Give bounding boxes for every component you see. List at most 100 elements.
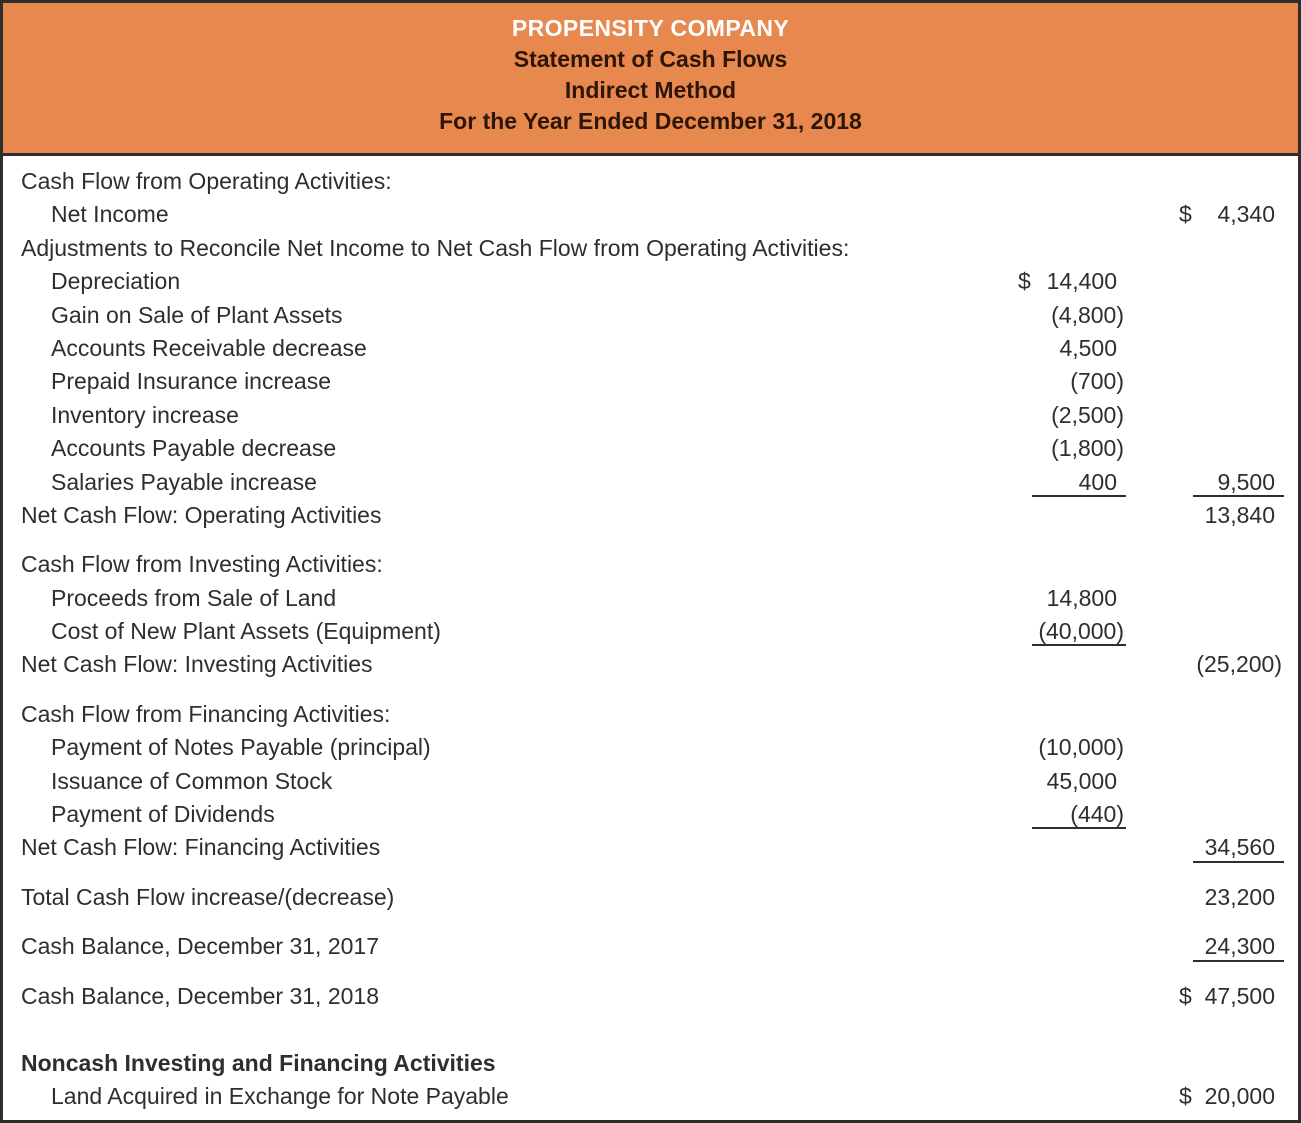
- amount-value: (10,000): [1038, 734, 1124, 761]
- row-label: Noncash Investing and Financing Activiti…: [21, 1049, 496, 1076]
- row-label: Payment of Notes Payable (principal): [51, 734, 431, 761]
- amount-value: 45,000: [1046, 767, 1117, 794]
- statement-title: Statement of Cash Flows: [513, 46, 788, 72]
- row-label: Adjustments to Reconcile Net Income to N…: [21, 234, 850, 261]
- dollar-sign: $: [1179, 1083, 1192, 1110]
- amount-col1: [1017, 198, 1127, 231]
- amount-value: 9,500: [1217, 468, 1275, 495]
- table-row: Net Cash Flow: Financing Activities 34,56…: [3, 831, 1298, 864]
- table-row: Payment of Notes Payable (principal) (10,…: [3, 731, 1298, 764]
- amount-col1: [1017, 698, 1127, 731]
- table-row: Land Acquired in Exchange for Note Payab…: [3, 1080, 1298, 1113]
- amount-col1: [1017, 499, 1127, 532]
- row-label: Gain on Sale of Plant Assets: [51, 301, 343, 328]
- section-balance-2018: Cash Balance, December 31, 2018 $47,500: [3, 980, 1298, 1013]
- amount-col2: [1178, 332, 1285, 365]
- amount-col2: [1178, 165, 1285, 198]
- amount-col1: [1017, 648, 1127, 681]
- amount-col1: [1017, 930, 1127, 963]
- amount-value: (40,000): [1038, 618, 1124, 645]
- amount-col1: [1017, 1047, 1127, 1080]
- amount-col1: [1017, 165, 1127, 198]
- section-balance-2017: Cash Balance, December 31, 2017 24,300: [3, 930, 1298, 963]
- dollar-sign: $: [1179, 201, 1192, 228]
- table-row: Salaries Payable increase 400 9,500: [3, 466, 1298, 499]
- amount-col1: [1017, 1080, 1127, 1113]
- amount-col1: (40,000): [1017, 615, 1127, 648]
- table-row: Noncash Investing and Financing Activiti…: [3, 1047, 1298, 1080]
- amount-value: 47,500: [1204, 982, 1275, 1009]
- amount-col2: [1178, 615, 1285, 648]
- statement-period: For the Year Ended December 31, 2018: [439, 108, 862, 134]
- table-row: Cash Balance, December 31, 2017 24,300: [3, 930, 1298, 963]
- row-label: Cash Flow from Financing Activities:: [21, 700, 391, 727]
- amount-col2: [1178, 299, 1285, 332]
- amount-col1: [1017, 232, 1127, 265]
- amount-col1: (10,000): [1017, 731, 1127, 764]
- amount-value: (25,200): [1196, 651, 1282, 678]
- amount-col2: [1178, 698, 1285, 731]
- amount-col1: [1017, 980, 1127, 1013]
- row-label: Cash Balance, December 31, 2018: [21, 982, 379, 1009]
- row-label: Net Cash Flow: Financing Activities: [21, 834, 381, 861]
- amount-value: 13,840: [1204, 501, 1275, 528]
- table-row: Accounts Receivable decrease 4,500: [3, 332, 1298, 365]
- amount-value: 400: [1078, 468, 1117, 495]
- amount-col1: [1017, 831, 1127, 864]
- amount-col1: 14,800: [1017, 582, 1127, 615]
- amount-value: 4,340: [1217, 201, 1275, 228]
- table-row: Net Cash Flow: Operating Activities 13,84…: [3, 499, 1298, 532]
- row-label: Net Cash Flow: Operating Activities: [21, 501, 382, 528]
- amount-col2: [1178, 798, 1285, 831]
- amount-value: 23,200: [1204, 883, 1275, 910]
- table-row: Cash Flow from Investing Activities:: [3, 548, 1298, 581]
- table-row: Depreciation $14,400: [3, 265, 1298, 298]
- amount-value: (2,500): [1051, 401, 1124, 428]
- amount-col2: 34,560: [1178, 831, 1285, 864]
- amount-value: (700): [1070, 368, 1124, 395]
- row-label: Accounts Receivable decrease: [51, 334, 367, 361]
- row-label: Issuance of Common Stock: [51, 767, 333, 794]
- amount-col2: 9,500: [1178, 466, 1285, 499]
- table-row: Inventory increase (2,500): [3, 399, 1298, 432]
- statement-rows: Cash Flow from Operating Activities: Net …: [3, 156, 1298, 1114]
- dollar-sign: $: [1179, 982, 1192, 1009]
- table-row: Proceeds from Sale of Land 14,800: [3, 582, 1298, 615]
- table-row: Prepaid Insurance increase (700): [3, 365, 1298, 398]
- row-label: Land Acquired in Exchange for Note Payab…: [51, 1083, 509, 1110]
- amount-col1: [1017, 881, 1127, 914]
- row-label: Proceeds from Sale of Land: [51, 584, 337, 611]
- amount-col2: [1178, 232, 1285, 265]
- amount-value: (1,800): [1051, 435, 1124, 462]
- table-row: Accounts Payable decrease (1,800): [3, 432, 1298, 465]
- amount-col1: 4,500: [1017, 332, 1127, 365]
- amount-col2: [1178, 265, 1285, 298]
- table-row: Cost of New Plant Assets (Equipment) (40,…: [3, 615, 1298, 648]
- row-label: Prepaid Insurance increase: [51, 368, 331, 395]
- section-investing: Cash Flow from Investing Activities: Proc…: [3, 548, 1298, 682]
- amount-col2: $47,500: [1178, 980, 1285, 1013]
- amount-value: 14,400: [1046, 268, 1117, 295]
- section-financing: Cash Flow from Financing Activities: Paym…: [3, 698, 1298, 865]
- amount-col1: $14,400: [1017, 265, 1127, 298]
- row-label: Cash Flow from Investing Activities:: [21, 551, 383, 578]
- amount-col1: (2,500): [1017, 399, 1127, 432]
- amount-col2: [1178, 731, 1285, 764]
- row-label: Payment of Dividends: [51, 801, 275, 828]
- amount-col2: 13,840: [1178, 499, 1285, 532]
- amount-value: 34,560: [1204, 834, 1275, 861]
- amount-col1: 400: [1017, 466, 1127, 499]
- statement-header: PROPENSITY COMPANY Statement of Cash Flo…: [3, 3, 1298, 156]
- row-label: Salaries Payable increase: [51, 468, 317, 495]
- row-label: Cash Balance, December 31, 2017: [21, 933, 379, 960]
- amount-col2: [1178, 765, 1285, 798]
- amount-value: 14,800: [1046, 584, 1117, 611]
- row-label: Cash Flow from Operating Activities:: [21, 168, 392, 194]
- table-row: Cash Flow from Financing Activities:: [3, 698, 1298, 731]
- amount-value: 24,300: [1204, 933, 1275, 960]
- table-row: Cash Flow from Operating Activities:: [3, 165, 1298, 198]
- amount-col2: $20,000: [1178, 1080, 1285, 1113]
- amount-col2: (25,200): [1178, 648, 1285, 681]
- section-noncash: Noncash Investing and Financing Activiti…: [3, 1047, 1298, 1114]
- amount-col2: [1178, 432, 1285, 465]
